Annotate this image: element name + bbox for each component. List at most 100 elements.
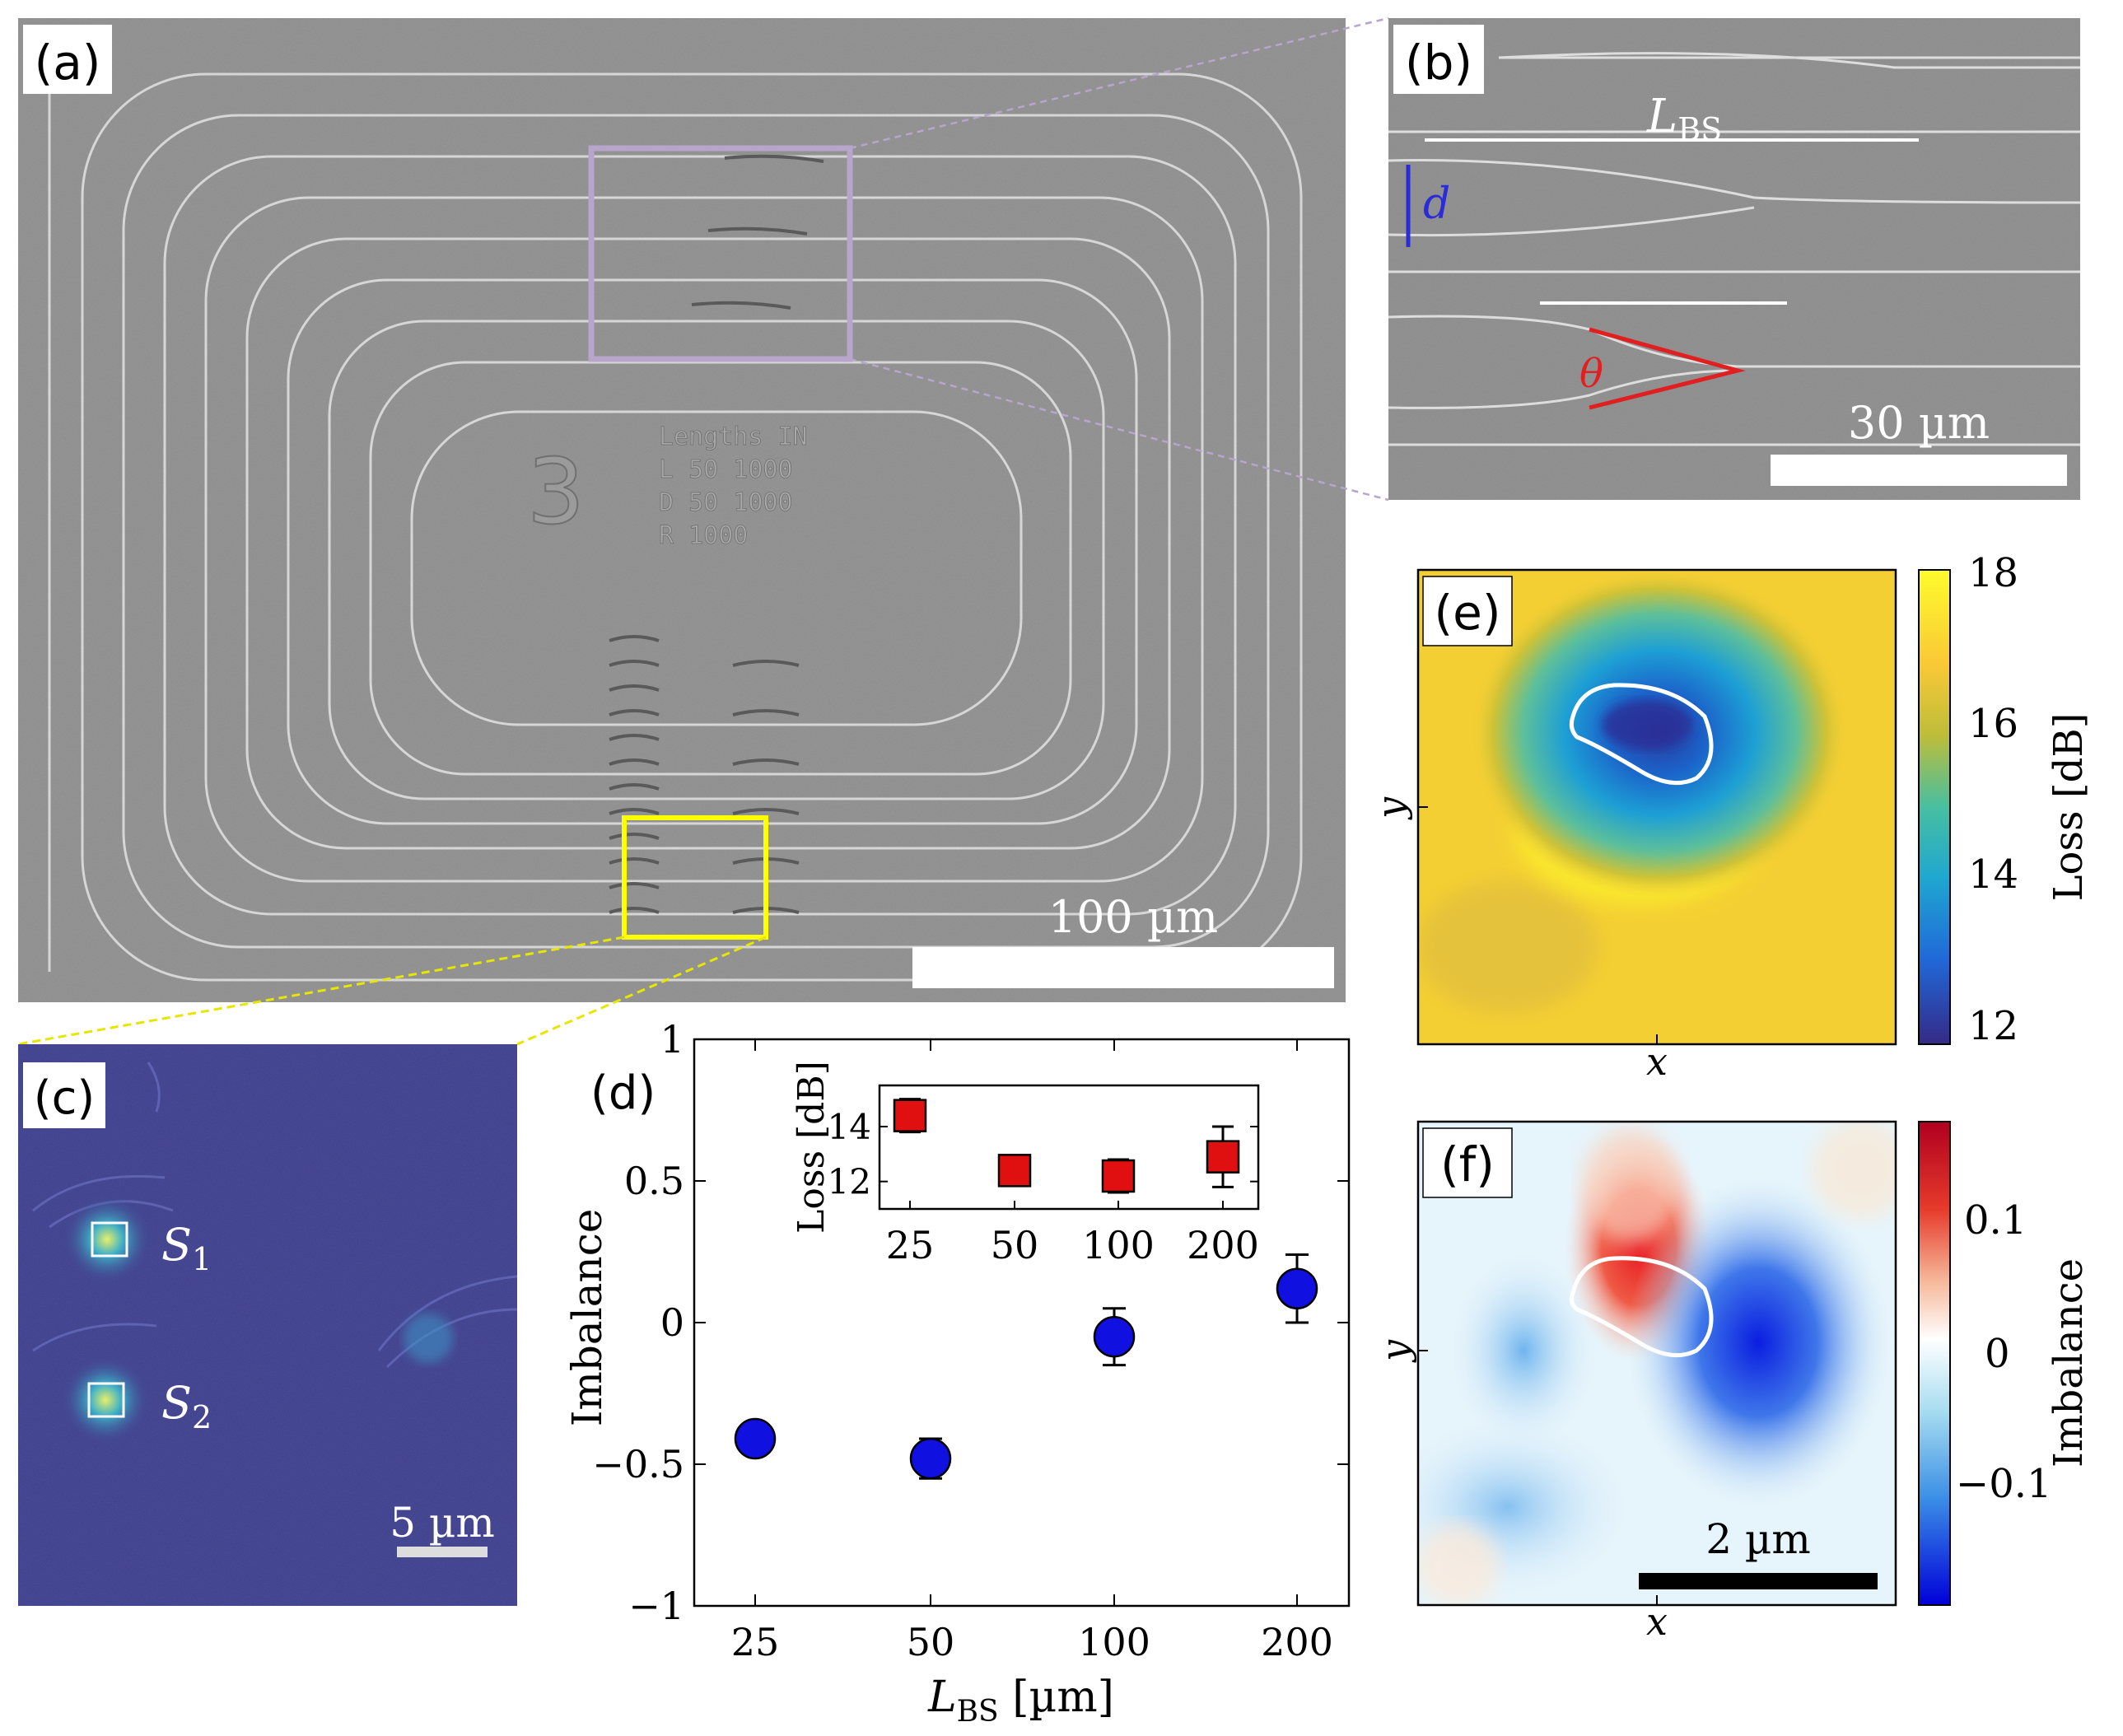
panel-b-d-label: d bbox=[1423, 180, 1450, 229]
panel-f-ylabel: y bbox=[1373, 1339, 1417, 1363]
panel-d-inset-ylabel: Loss [dB] bbox=[791, 1061, 833, 1234]
panel-c-spot-s1 bbox=[62, 1194, 152, 1285]
panel-f-scale-bar bbox=[1639, 1573, 1878, 1589]
panel-c-s2-box bbox=[87, 1382, 125, 1418]
chip-text-line: Lengths IN bbox=[659, 422, 808, 451]
panel-e: x y (e) 18 16 14 12 Loss [dB] bbox=[1369, 550, 2092, 1084]
loss-point bbox=[893, 1099, 927, 1132]
cb-tick: 18 bbox=[1968, 550, 2018, 596]
panel-e-colorbar bbox=[1918, 569, 1951, 1045]
chip-text-line: R 1000 bbox=[659, 521, 748, 550]
panel-a-coupler-marks bbox=[609, 154, 824, 914]
zoom-line-a-to-b-top bbox=[849, 16, 1389, 150]
imbalance-point bbox=[734, 1417, 777, 1460]
panel-b: LBS d θ 30 µm (b) bbox=[1388, 18, 2080, 500]
panel-b-label-bg bbox=[1393, 25, 1484, 94]
loss-point bbox=[997, 1154, 1032, 1188]
panel-b-waveguides bbox=[1388, 52, 2080, 446]
chip-text-line: L 50 1000 bbox=[659, 455, 793, 484]
panel-a: 3 Lengths IN L 50 1000 D 50 1000 R 1000 … bbox=[18, 18, 1346, 1002]
panel-f: 2 µm x y (f) 0.1 0 −0.1 Imbalance bbox=[1373, 1120, 2092, 1644]
inset-y-tick-label: 12 bbox=[828, 1162, 871, 1202]
imbalance-point bbox=[1276, 1267, 1318, 1309]
panel-b-theta-label: θ bbox=[1579, 351, 1603, 397]
panel-f-colorbar-ticks: 0.1 0 −0.1 bbox=[1956, 1197, 2052, 1507]
panel-c-spot-s2 bbox=[60, 1355, 151, 1445]
panel-c-s2-label: S2 bbox=[161, 1377, 212, 1435]
panel-a-yellow-zoom-box bbox=[622, 815, 768, 940]
panel-d-points bbox=[734, 1253, 1318, 1480]
panel-c-label: (c) bbox=[34, 1071, 95, 1125]
panel-d-inset-ticks: 14 12 25 50 100 200 bbox=[828, 1107, 1259, 1267]
cb-tick: −0.1 bbox=[1956, 1461, 2052, 1507]
panel-e-colorbar-label: Loss [dB] bbox=[2046, 713, 2092, 902]
cb-tick: 0.1 bbox=[1964, 1197, 2027, 1244]
x-tick-label: 100 bbox=[1078, 1620, 1150, 1664]
panel-c-scale-label: 5 µm bbox=[390, 1499, 495, 1547]
panel-c-s1-box bbox=[91, 1221, 128, 1258]
panel-b-scale-bar bbox=[1771, 455, 2067, 486]
panel-d-ticks: 1 0.5 0 −0.5 −1 25 50 100 200 bbox=[592, 1017, 1349, 1664]
panel-a-purple-zoom-box bbox=[588, 145, 853, 362]
inset-x-tick-label: 50 bbox=[991, 1223, 1039, 1267]
inset-x-tick-label: 200 bbox=[1187, 1223, 1259, 1267]
panel-b-label: (b) bbox=[1405, 35, 1472, 91]
loss-point bbox=[1206, 1140, 1240, 1174]
zoom-line-a-to-b-bottom bbox=[849, 357, 1389, 502]
panel-e-label: (e) bbox=[1435, 585, 1501, 641]
panel-b-theta-marker bbox=[1589, 327, 1746, 410]
y-tick-label: 1 bbox=[660, 1017, 684, 1062]
zoom-line-a-to-c-left bbox=[17, 936, 625, 1046]
panel-a-chip-text: Lengths IN L 50 1000 D 50 1000 R 1000 bbox=[659, 422, 808, 551]
y-tick-label: 0.5 bbox=[624, 1159, 684, 1203]
panel-a-label-bg bbox=[23, 25, 112, 94]
loss-point bbox=[1101, 1159, 1136, 1193]
x-tick-label: 200 bbox=[1261, 1620, 1333, 1664]
panel-b-LBS-label: LBS bbox=[1646, 90, 1722, 147]
inset-x-tick-label: 100 bbox=[1082, 1223, 1155, 1267]
panel-d-inset-frame bbox=[878, 1084, 1260, 1211]
cb-tick: 16 bbox=[1968, 701, 2018, 747]
imbalance-point bbox=[1093, 1315, 1136, 1358]
panel-e-label-bg bbox=[1422, 576, 1513, 646]
y-tick-label: −1 bbox=[628, 1584, 684, 1628]
panel-d-xlabel: LBS [µm] bbox=[927, 1673, 1114, 1729]
y-tick-label: −0.5 bbox=[592, 1442, 684, 1486]
panel-c-label-bg bbox=[23, 1062, 105, 1128]
inset-y-tick-label: 14 bbox=[828, 1107, 871, 1147]
panel-d-ylabel: Imbalance bbox=[563, 1209, 611, 1427]
panel-f-label-bg bbox=[1422, 1127, 1513, 1198]
panel-f-colorbar bbox=[1918, 1121, 1951, 1606]
chip-text-line: D 50 1000 bbox=[659, 488, 793, 517]
panel-e-xlabel: x bbox=[1646, 1039, 1668, 1084]
zoom-line-a-to-c-right bbox=[516, 936, 767, 1046]
panel-e-contour bbox=[1569, 683, 1714, 786]
cb-tick: 14 bbox=[1968, 852, 2018, 898]
panel-f-contour bbox=[1569, 1256, 1714, 1358]
panel-a-scale-label: 100 µm bbox=[1048, 891, 1219, 943]
panel-a-chip-number: 3 bbox=[527, 439, 585, 544]
panel-b-scale-label: 30 µm bbox=[1848, 397, 1990, 449]
y-tick-label: 0 bbox=[660, 1300, 684, 1345]
panel-c-spot-faint bbox=[404, 1314, 453, 1363]
panel-a-scale-bar bbox=[912, 947, 1334, 988]
panel-f-label: (f) bbox=[1440, 1136, 1495, 1192]
panel-f-colorbar-label: Imbalance bbox=[2046, 1258, 2092, 1468]
panel-f-scale-label: 2 µm bbox=[1705, 1515, 1811, 1563]
panel-e-ylabel: y bbox=[1369, 796, 1413, 820]
cb-tick: 12 bbox=[1968, 1003, 2018, 1049]
panel-a-waveguide-loops bbox=[48, 66, 1303, 982]
imbalance-point bbox=[909, 1437, 952, 1480]
panel-d-inset-points bbox=[893, 1098, 1240, 1194]
panel-d: 1 0.5 0 −0.5 −1 25 50 100 200 (d) Imbalance LBS … bbox=[563, 1017, 1351, 1729]
x-tick-label: 50 bbox=[907, 1620, 955, 1664]
panel-e-loss-map bbox=[1418, 570, 1896, 1044]
panel-c: S1 S2 5 µm (c) bbox=[18, 1044, 518, 1606]
inset-x-tick-label: 25 bbox=[886, 1223, 935, 1267]
cb-tick: 0 bbox=[1985, 1331, 2010, 1377]
panel-c-scale-bar bbox=[397, 1547, 488, 1557]
x-tick-label: 25 bbox=[731, 1620, 780, 1664]
panel-f-xlabel: x bbox=[1646, 1599, 1668, 1644]
panel-e-colorbar-ticks: 18 16 14 12 bbox=[1968, 550, 2018, 1049]
panel-f-imbalance-map bbox=[1418, 1122, 1896, 1605]
